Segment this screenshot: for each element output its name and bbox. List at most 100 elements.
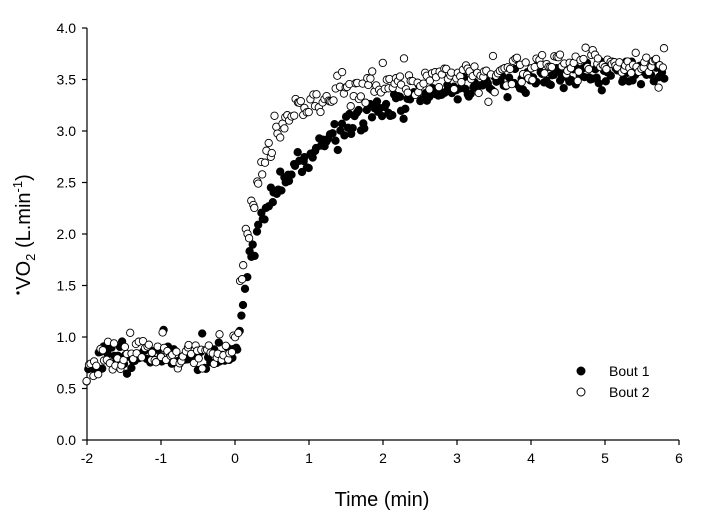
data-point (601, 77, 610, 86)
data-point (316, 107, 325, 117)
data-point (403, 88, 412, 97)
data-point (221, 341, 230, 350)
data-point (127, 363, 136, 373)
data-point (234, 328, 243, 338)
data-point (449, 84, 459, 94)
data-point (340, 131, 349, 140)
data-point (642, 53, 651, 62)
y-tick-label: 0.5 (57, 381, 77, 397)
data-point (312, 90, 321, 99)
data-point (581, 43, 590, 52)
data-point (147, 348, 157, 357)
data-point (356, 92, 365, 101)
data-point (238, 300, 248, 310)
data-point (293, 148, 302, 157)
data-point (198, 329, 207, 338)
data-point (184, 340, 193, 350)
data-point (260, 215, 269, 224)
x-tick-label: 5 (601, 450, 609, 466)
data-point (354, 105, 363, 115)
y-tick-label: 0.0 (57, 432, 77, 448)
data-point (507, 79, 516, 89)
data-point (651, 54, 661, 64)
legend: Bout 1 Bout 2 (576, 363, 650, 400)
data-point (627, 68, 636, 78)
data-point (367, 113, 377, 122)
data-point (395, 72, 405, 81)
data-point (276, 133, 285, 142)
data-point (503, 93, 512, 102)
data-point (264, 138, 273, 148)
data-point (388, 111, 397, 120)
y-axis-title-sub: 2 (23, 254, 38, 261)
x-ticks: -2 -1 0 1 2 3 4 5 6 (81, 440, 683, 466)
data-point (488, 51, 498, 61)
data-point (287, 170, 296, 179)
data-point (126, 328, 135, 337)
data-point (204, 341, 213, 350)
x-tick-label: 2 (379, 450, 387, 466)
data-point (276, 167, 285, 176)
y-ticks: 0.0 0.5 1.0 1.5 2.0 2.5 3.0 3.5 4.0 (57, 20, 87, 448)
data-point (579, 54, 588, 64)
data-point (399, 114, 408, 123)
data-point (258, 170, 267, 179)
data-point (658, 63, 668, 72)
series-1 (82, 57, 669, 386)
data-point (636, 80, 646, 89)
data-point (361, 98, 370, 107)
data-point (659, 44, 669, 53)
data-point (348, 123, 357, 133)
data-point (521, 88, 530, 98)
data-point (377, 111, 387, 121)
data-point (366, 74, 375, 83)
data-point (453, 95, 462, 104)
y-axis-title-o: O (13, 261, 35, 277)
data-point (280, 124, 289, 133)
data-point (82, 376, 91, 386)
data-point (512, 53, 522, 62)
data-point (434, 82, 444, 92)
x-tick-label: 4 (527, 450, 535, 466)
data-point (484, 97, 493, 106)
legend-marker-bout-1 (576, 366, 586, 376)
data-point (537, 50, 547, 60)
data-point (474, 88, 483, 98)
data-point (337, 119, 347, 128)
data-point (337, 67, 347, 77)
data-point (584, 65, 593, 74)
data-point (158, 328, 167, 337)
y-tick-label: 1.0 (57, 329, 77, 345)
data-point (602, 64, 611, 74)
series-2 (82, 43, 669, 386)
x-tick-label: 6 (675, 450, 683, 466)
data-point (304, 163, 313, 173)
y-axis-title-v: V (13, 276, 35, 290)
data-point (250, 203, 259, 213)
x-tick-label: 1 (305, 450, 313, 466)
data-point (300, 153, 309, 162)
data-point (594, 79, 603, 88)
data-point (260, 158, 270, 167)
data-point (372, 97, 382, 106)
data-point (425, 76, 435, 85)
data-point (395, 92, 405, 101)
data-point (654, 83, 663, 92)
data-point (137, 353, 146, 362)
y-axis-title-dot (16, 291, 20, 295)
data-point (252, 227, 262, 236)
data-point (198, 364, 207, 373)
y-tick-label: 3.0 (57, 123, 77, 139)
data-point (555, 50, 565, 59)
data-point (528, 75, 537, 85)
data-point (277, 186, 286, 195)
y-tick-label: 3.5 (57, 72, 77, 88)
data-point (505, 64, 515, 74)
data-point (270, 111, 279, 120)
data-point (574, 67, 583, 76)
data-point (378, 58, 387, 68)
y-axis-title: VO2 (L.min-1) (10, 174, 38, 290)
data-point (194, 354, 203, 363)
y-tick-label: 1.5 (57, 278, 77, 294)
data-point (250, 251, 259, 261)
